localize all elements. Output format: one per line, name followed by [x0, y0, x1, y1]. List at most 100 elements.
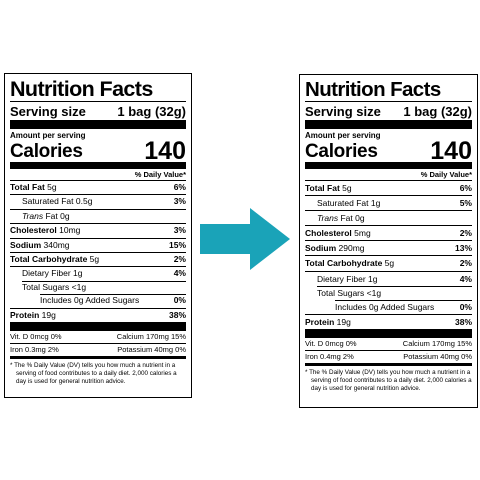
divider-thick	[305, 162, 472, 169]
nutrient-amount: 0.5g	[75, 196, 93, 207]
nutrient-name: Dietary Fiber	[317, 273, 366, 284]
nutrition-label-revised: Nutrition Facts Serving size 1 bag (32g) Am…	[299, 74, 478, 408]
nutrient-amount: 5g	[384, 258, 395, 269]
nutrient-row: Total Sugars <1g	[10, 280, 186, 294]
nutrient-row: Protein 19g 38%	[10, 307, 186, 322]
nutrient-row: Total Fat 5g 6%	[305, 180, 472, 195]
nutrient-amount: 5g	[89, 254, 100, 265]
nutrient-row: Total Sugars <1g	[305, 285, 472, 300]
nutrient-amount: <1g	[366, 287, 382, 298]
nutrient-name-group: Total Fat 5g	[305, 181, 352, 195]
nutrient-name-group: Includes 0g Added Sugars	[40, 294, 139, 307]
nutrient-name: Total Fat	[10, 182, 45, 192]
nutrient-row: Trans Fat 0g	[10, 208, 186, 223]
divider	[305, 101, 472, 102]
divider-thick	[305, 120, 472, 129]
micronutrient-row: Vit. D 0mcg 0% Calcium 170mg 15%	[10, 331, 186, 343]
amount-per-serving: Amount per serving	[10, 131, 86, 140]
micronutrient-left: Iron 0.4mg 2%	[305, 351, 354, 361]
nutrient-name-group: Total Sugars <1g	[317, 286, 381, 300]
nutrient-daily-value: 2%	[459, 228, 472, 239]
nutrient-row: Includes 0g Added Sugars 0%	[305, 299, 472, 314]
nutrient-daily-value: 0%	[173, 295, 186, 306]
nutrient-name: Cholesterol	[305, 228, 352, 239]
amount-per-serving: Amount per serving	[305, 131, 381, 140]
divider-thick	[305, 328, 472, 338]
label-title: Nutrition Facts	[305, 78, 441, 101]
nutrient-name: Total Carbohydrate	[305, 258, 383, 269]
serving-size-label: Serving size	[10, 104, 86, 119]
label-title: Nutrition Facts	[10, 77, 153, 101]
nutrient-name-group: Total Carbohydrate 5g	[305, 256, 394, 270]
nutrient-row: Trans Fat 0g	[305, 210, 472, 225]
nutrient-amount: Fat 0g	[340, 213, 365, 224]
nutrient-daily-value: 15%	[168, 239, 186, 250]
nutrient-daily-value: 3%	[173, 196, 186, 207]
nutrient-amount: 5g	[342, 183, 352, 193]
micronutrient-row: Iron 0.4mg 2% Potassium 40mg 0%	[305, 349, 472, 363]
nutrient-name: Total Carbohydrate	[10, 254, 88, 265]
calories-value: 140	[144, 137, 186, 165]
nutrient-daily-value: 2%	[459, 258, 472, 269]
nutrient-daily-value: 2%	[173, 254, 186, 265]
nutrient-name: Total Sugars	[22, 281, 70, 292]
nutrient-name-group: Total Sugars <1g	[22, 281, 86, 294]
nutrient-daily-value: 6%	[459, 183, 472, 193]
nutrient-name-group: Total Fat 5g	[10, 181, 57, 194]
divider-thick	[10, 162, 186, 169]
nutrition-label-original: Nutrition Facts Serving size 1 bag (32g) Am…	[4, 73, 192, 398]
nutrient-row: Dietary Fiber 1g 4%	[305, 270, 472, 286]
nutrient-amount: 290mg	[338, 243, 365, 254]
nutrient-name-group: Trans Fat 0g	[317, 211, 365, 225]
nutrient-daily-value: 38%	[168, 309, 186, 320]
nutrient-name-group: Cholesterol 10mg	[10, 224, 80, 237]
micronutrient-right: Potassium 40mg 0%	[117, 345, 186, 355]
nutrient-name: Protein	[305, 316, 335, 327]
nutrient-name: Total Sugars	[317, 287, 365, 298]
nutrient-name-group: Total Carbohydrate 5g	[10, 253, 99, 266]
nutrient-name-group: Cholesterol 5mg	[305, 226, 371, 240]
calories-row: Calories 140	[10, 137, 186, 165]
nutrient-amount: 1g	[73, 268, 83, 279]
nutrient-name: Protein	[10, 309, 40, 320]
nutrient-daily-value: 0%	[459, 301, 472, 312]
nutrient-row: Total Carbohydrate 5g 2%	[305, 255, 472, 270]
nutrient-name: Total Fat	[305, 183, 340, 193]
nutrient-name-group: Dietary Fiber 1g	[317, 272, 378, 286]
nutrient-daily-value: 38%	[454, 316, 472, 327]
nutrient-name: Saturated Fat	[22, 196, 74, 207]
nutrient-name-group: Trans Fat 0g	[22, 210, 70, 223]
daily-value-footnote: * The % Daily Value (DV) tells you how m…	[305, 368, 472, 393]
nutrient-row: Saturated Fat 1g 5%	[305, 195, 472, 210]
nutrient-row: Total Carbohydrate 5g 2%	[10, 252, 186, 266]
daily-value-header: % Daily Value*	[134, 170, 186, 179]
nutrient-name-group: Includes 0g Added Sugars	[335, 300, 434, 314]
nutrient-name: Includes 0g Added Sugars	[40, 295, 140, 306]
nutrient-amount: 5mg	[354, 228, 371, 239]
nutrient-daily-value: 4%	[459, 273, 472, 284]
nutrient-name: Saturated Fat	[317, 198, 369, 209]
nutrient-row: Sodium 340mg 15%	[10, 237, 186, 252]
nutrient-amount: 1g	[370, 198, 381, 209]
nutrient-daily-value: 3%	[173, 225, 186, 236]
nutrient-daily-value: 5%	[459, 198, 472, 209]
micronutrient-left: Iron 0.3mg 2%	[10, 345, 59, 355]
serving-size-label: Serving size	[305, 104, 381, 119]
nutrient-daily-value: 13%	[454, 243, 472, 254]
arrow-shape	[200, 208, 290, 270]
serving-size-row: Serving size 1 bag (32g)	[305, 102, 472, 120]
divider-medium	[10, 356, 186, 360]
serving-size-value: 1 bag (32g)	[117, 104, 186, 119]
nutrient-name: Cholesterol	[10, 225, 57, 236]
nutrient-name-group: Sodium 340mg	[10, 239, 70, 252]
nutrient-name-group: Protein 19g	[305, 315, 351, 329]
nutrient-amount: 19g	[41, 309, 56, 320]
nutrient-name-group: Dietary Fiber 1g	[22, 267, 83, 280]
nutrient-name-group: Protein 19g	[10, 309, 56, 322]
nutrient-name-group: Saturated Fat 1g	[317, 196, 380, 210]
nutrient-name-group: Saturated Fat 0.5g	[22, 195, 92, 208]
nutrient-name: Sodium	[305, 243, 337, 254]
nutrient-amount: 1g	[368, 273, 378, 284]
nutrient-amount: 19g	[336, 316, 351, 327]
nutrient-row: Cholesterol 10mg 3%	[10, 223, 186, 237]
